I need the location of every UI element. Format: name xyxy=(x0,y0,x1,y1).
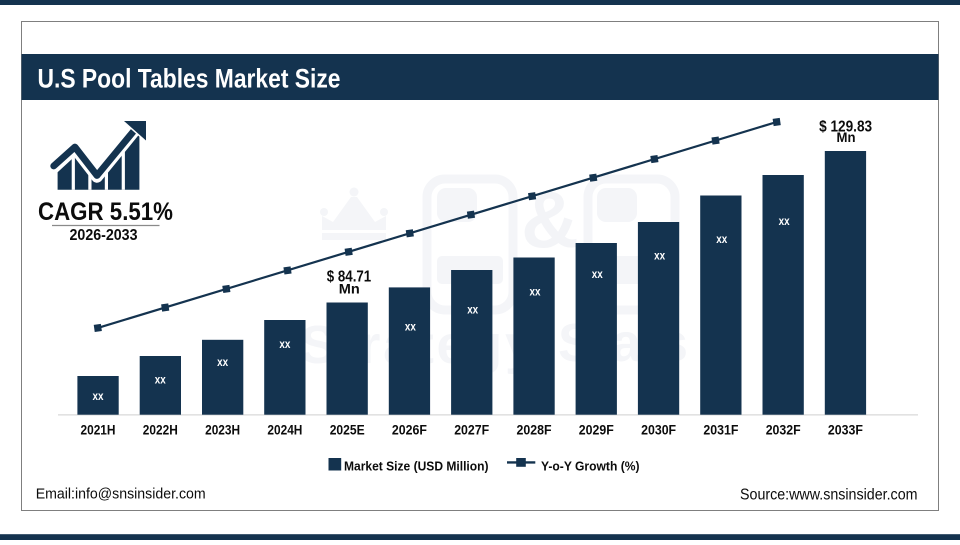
svg-text:2021H: 2021H xyxy=(81,422,116,437)
svg-text:xx: xx xyxy=(405,320,416,334)
svg-text:2028F: 2028F xyxy=(517,422,552,437)
svg-text:xx: xx xyxy=(716,232,727,246)
svg-text:U.S Pool Tables Market Size: U.S Pool Tables Market Size xyxy=(38,64,341,94)
svg-text:xx: xx xyxy=(155,372,166,386)
svg-text:xx: xx xyxy=(530,285,541,299)
svg-text:2024H: 2024H xyxy=(267,422,302,437)
svg-text:2026F: 2026F xyxy=(392,422,427,437)
svg-text:2025E: 2025E xyxy=(330,422,365,437)
svg-text:2026-2033: 2026-2033 xyxy=(70,227,138,244)
svg-text:xx: xx xyxy=(279,337,290,351)
svg-text:$ 84.71: $ 84.71 xyxy=(327,269,372,286)
svg-text:Market Size (USD Million): Market Size (USD Million) xyxy=(344,459,489,474)
svg-text:2029F: 2029F xyxy=(579,422,614,437)
svg-text:Source:www.snsinsider.com: Source:www.snsinsider.com xyxy=(740,487,918,504)
svg-text:Mn: Mn xyxy=(339,282,360,297)
svg-text:2022H: 2022H xyxy=(143,422,178,437)
svg-text:2032F: 2032F xyxy=(766,422,801,437)
svg-text:CAGR 5.51%: CAGR 5.51% xyxy=(38,198,173,226)
svg-text:2023H: 2023H xyxy=(205,422,240,437)
svg-text:xx: xx xyxy=(217,355,228,369)
svg-text:&: & xyxy=(521,175,579,264)
svg-text:2027F: 2027F xyxy=(454,422,489,437)
svg-text:2031F: 2031F xyxy=(703,422,738,437)
svg-text:Y-o-Y Growth (%): Y-o-Y Growth (%) xyxy=(541,459,640,474)
svg-text:2033F: 2033F xyxy=(828,422,863,437)
svg-text:xx: xx xyxy=(467,303,478,317)
svg-text:xx: xx xyxy=(779,214,790,228)
svg-text:xx: xx xyxy=(592,267,603,281)
svg-text:$ 129.83: $ 129.83 xyxy=(819,118,872,135)
svg-text:xx: xx xyxy=(93,389,104,403)
svg-text:Mn: Mn xyxy=(837,130,856,145)
svg-text:Email:info@snsinsider.com: Email:info@snsinsider.com xyxy=(36,486,206,503)
svg-text:2030F: 2030F xyxy=(641,422,676,437)
svg-text:xx: xx xyxy=(654,249,665,263)
